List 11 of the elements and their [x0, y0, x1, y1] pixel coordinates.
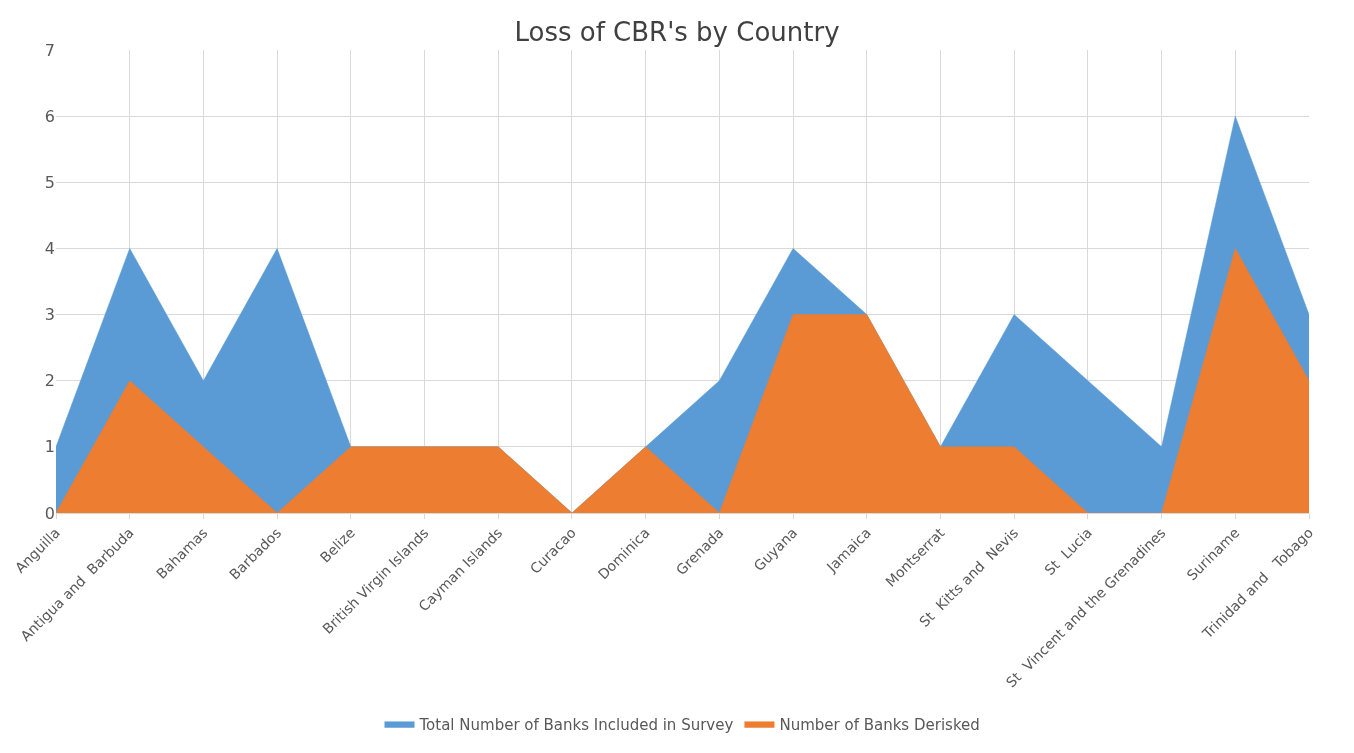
- chart-title: Loss of CBR's by Country: [514, 16, 840, 47]
- y-tick-label: 7: [44, 40, 55, 60]
- y-tick-label: 0: [44, 503, 55, 523]
- y-tick-label: 1: [44, 437, 55, 457]
- y-tick-label: 4: [44, 239, 55, 259]
- legend-label: Total Number of Banks Included in Survey: [418, 715, 734, 734]
- legend-label: Number of Banks Derisked: [779, 715, 980, 734]
- y-tick-label: 6: [44, 106, 55, 126]
- y-tick-label: 3: [44, 305, 55, 325]
- y-tick-label: 2: [44, 371, 55, 391]
- y-tick-label: 5: [44, 172, 55, 192]
